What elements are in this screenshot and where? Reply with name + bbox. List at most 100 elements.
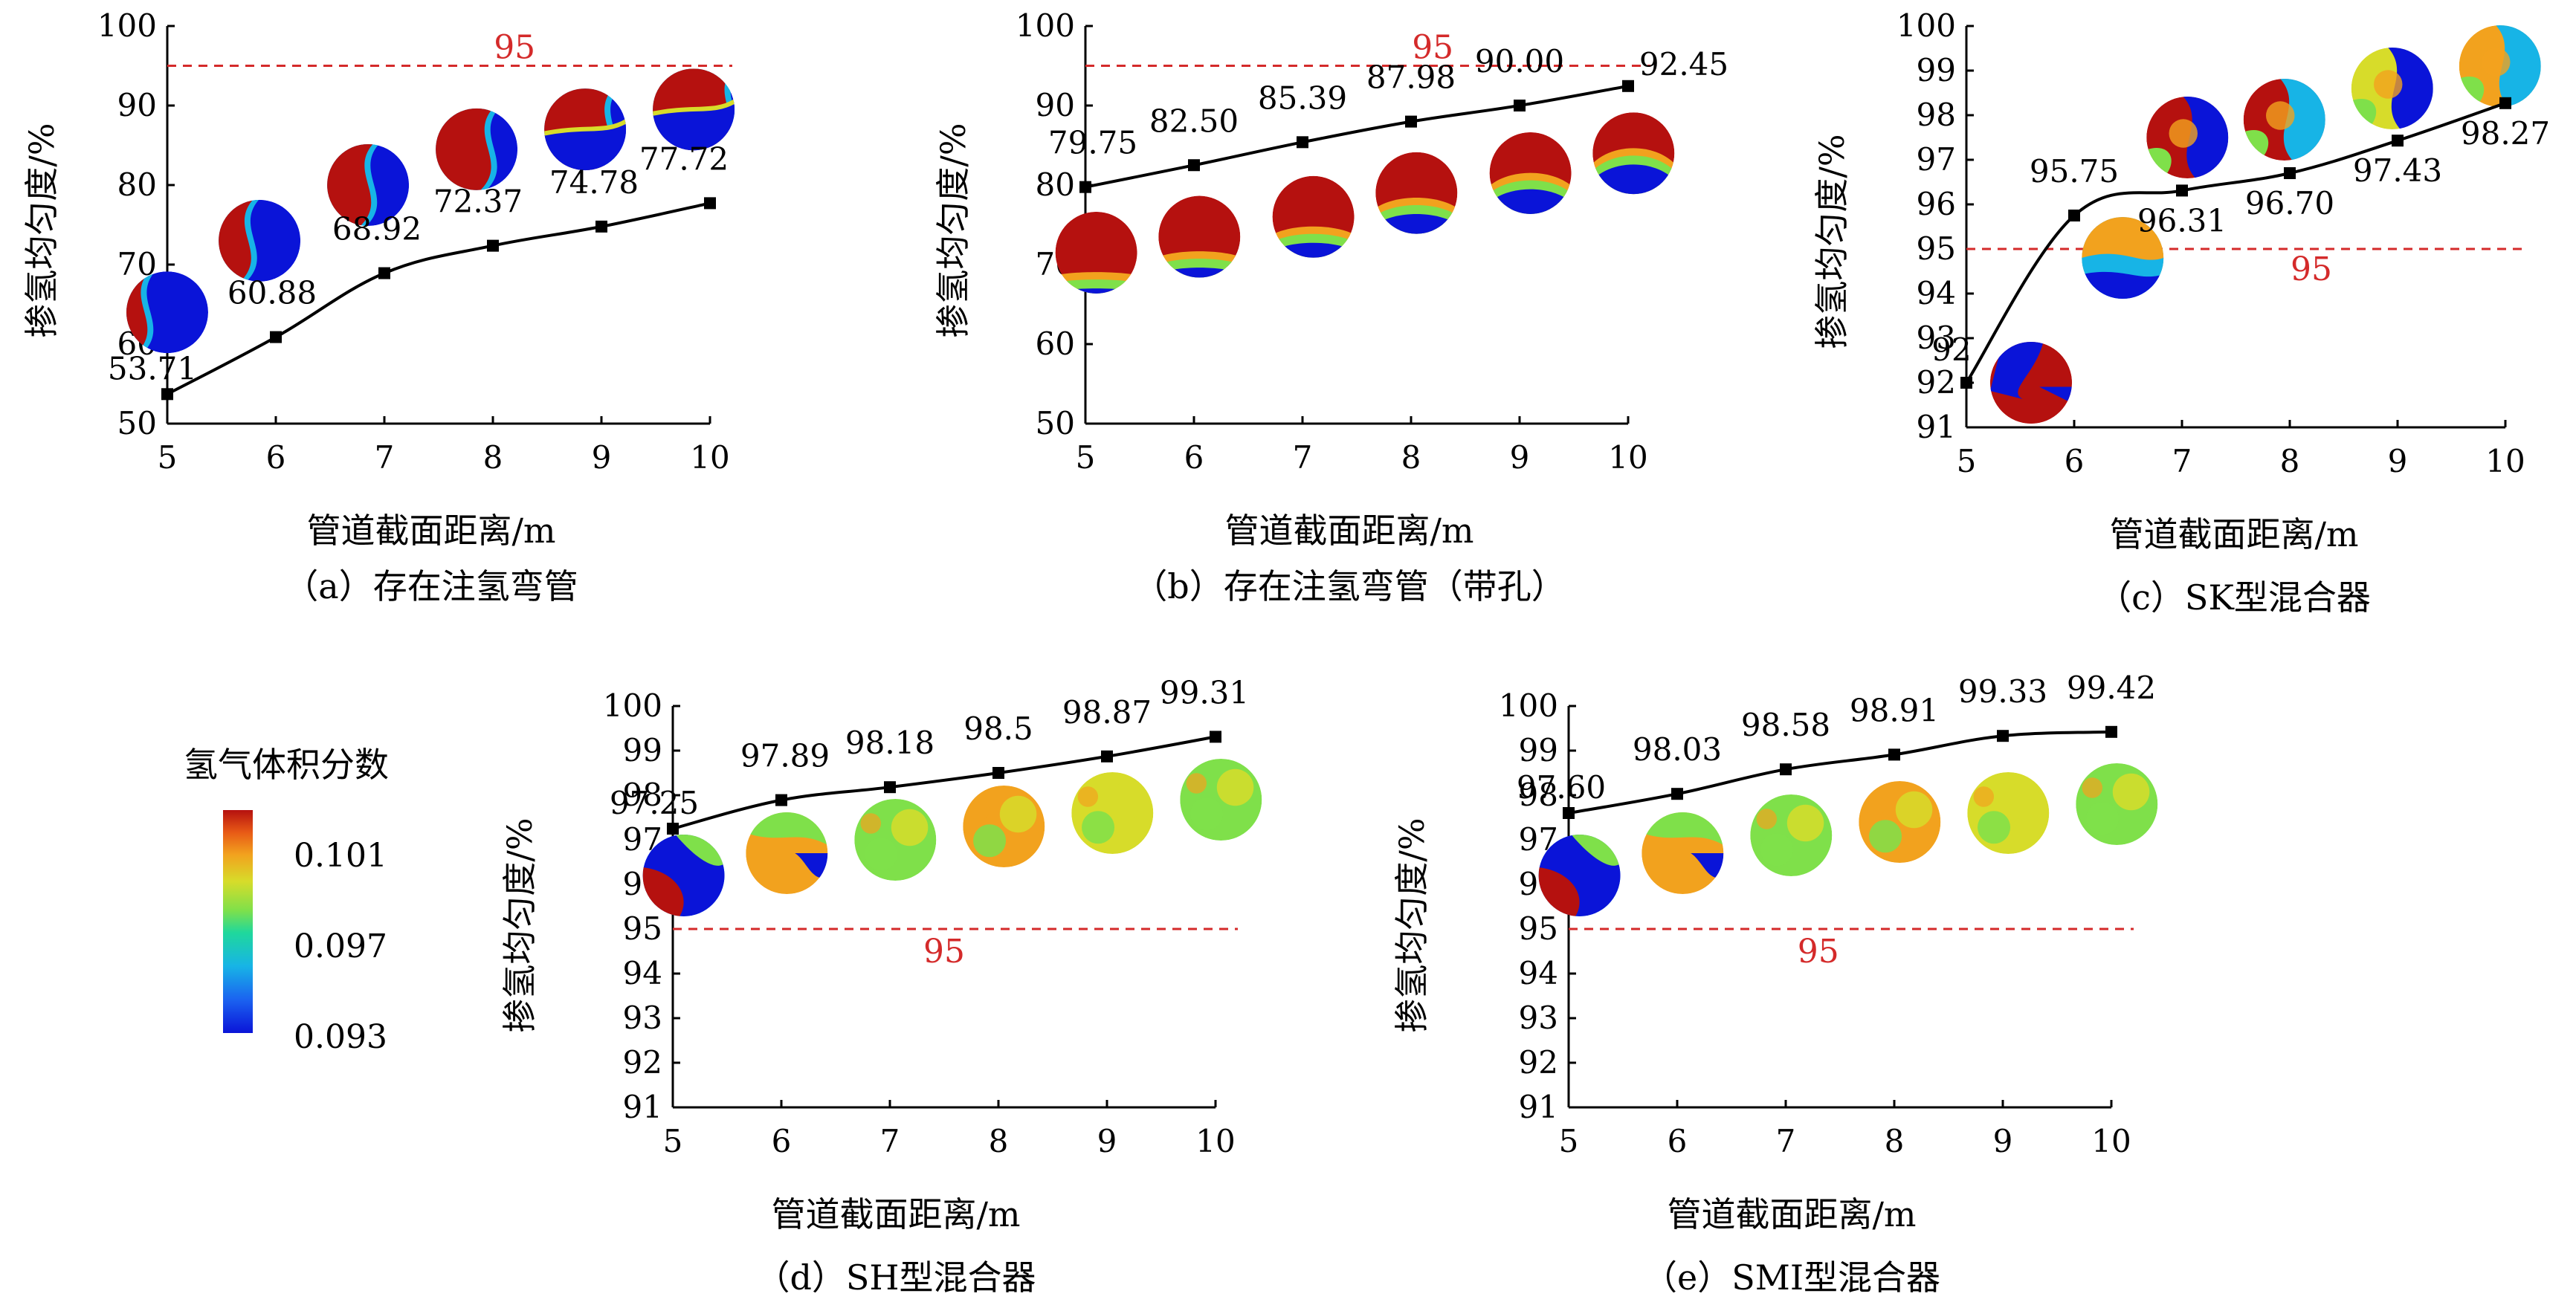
- x-tick-label: 5: [158, 439, 178, 476]
- y-tick-label: 100: [97, 7, 157, 44]
- chart-a-data-label: 77.72: [639, 140, 729, 177]
- chart-a-data-point: [704, 197, 716, 210]
- x-tick-label: 9: [1993, 1123, 2013, 1159]
- chart-c-cross-section-2: [2082, 217, 2164, 299]
- chart-d-data-point: [775, 794, 787, 806]
- chart-a-data-point: [161, 388, 173, 401]
- chart-c-data-point: [2176, 184, 2188, 197]
- chart-d-cross-section-5: [1071, 772, 1154, 854]
- y-tick-label: 90: [117, 87, 157, 123]
- y-tick-label: 93: [623, 1000, 662, 1036]
- chart-c-data-label: 97.43: [2353, 152, 2442, 189]
- chart-a-data-point: [595, 220, 607, 233]
- chart-e-data-label: 98.03: [1633, 731, 1722, 768]
- chart-e-series-line: [1568, 730, 2112, 815]
- x-tick-label: 5: [1559, 1123, 1579, 1159]
- chart-e-xlabel: 管道截面距离/m: [1667, 1194, 1916, 1234]
- chart-c-cross-section-6: [2459, 25, 2541, 107]
- chart-a-cross-section-6: [653, 68, 735, 151]
- chart-e-data-label: 98.58: [1741, 707, 1830, 743]
- chart-b-caption: （b）存在注氢弯管（带孔）: [1133, 566, 1565, 606]
- x-tick-label: 10: [1195, 1123, 1235, 1159]
- chart-d-caption: （d）SH型混合器: [755, 1257, 1036, 1298]
- y-tick-label: 95: [623, 910, 662, 947]
- chart-e-cross-section-6: [2076, 763, 2158, 845]
- x-tick-label: 8: [483, 439, 503, 476]
- chart-b-data-point: [1514, 100, 1526, 111]
- x-tick-label: 6: [1668, 1123, 1688, 1159]
- chart-d-reference-label: 95: [923, 933, 965, 971]
- chart-a-series-line: [167, 201, 711, 396]
- chart-c-data-point: [2392, 135, 2404, 147]
- chart-c-data-label: 95.75: [2030, 153, 2119, 190]
- chart-b-reference-label: 95: [1412, 29, 1453, 67]
- chart-b-data-label: 90.00: [1475, 43, 1564, 80]
- x-tick-label: 6: [2065, 443, 2085, 479]
- chart-e-data-label: 99.33: [1958, 673, 2047, 710]
- x-tick-label: 6: [1184, 439, 1204, 476]
- chart-b-data-label: 85.39: [1258, 80, 1347, 116]
- chart-c-reference-label: 95: [2291, 250, 2332, 288]
- chart-e-data-point: [1888, 748, 1900, 761]
- colorbar-tick-high: 0.101: [294, 837, 387, 875]
- chart-a-cross-section-2: [219, 199, 301, 282]
- chart-c-data-point: [2284, 167, 2296, 179]
- chart-c-data-point: [2499, 97, 2511, 109]
- x-tick-label: 5: [1076, 439, 1096, 476]
- x-tick-label: 9: [592, 439, 612, 476]
- chart-b-data-point: [1405, 115, 1417, 128]
- chart-b-data-point: [1079, 181, 1091, 193]
- chart-b-data-label: 79.75: [1048, 125, 1137, 161]
- chart-a-data-point: [270, 331, 282, 343]
- x-tick-label: 9: [2388, 443, 2408, 479]
- x-tick-label: 10: [2091, 1123, 2131, 1159]
- chart-b-data-point: [1297, 136, 1308, 149]
- chart-a-data-label: 74.78: [549, 164, 639, 201]
- colorbar-tick-mid: 0.097: [294, 927, 387, 965]
- chart-e-data-point: [1997, 730, 2009, 742]
- x-tick-label: 10: [1608, 439, 1647, 476]
- chart-b-cross-section-1: [1055, 211, 1137, 294]
- chart-d-data-label: 99.31: [1160, 674, 1249, 710]
- chart-e-reference-label: 95: [1798, 933, 1839, 971]
- y-tick-label: 99: [1917, 52, 1956, 88]
- chart-e-ylabel: 掺氢均匀度/%: [1392, 818, 1432, 1032]
- x-tick-label: 9: [1510, 439, 1530, 476]
- chart-a-caption: （a）存在注氢弯管: [284, 566, 578, 606]
- x-tick-label: 7: [1293, 439, 1313, 476]
- chart-d-xlabel: 管道截面距离/m: [771, 1194, 1020, 1234]
- colorbar-legend: 氢气体积分数 0.101 0.097 0.093: [184, 745, 389, 1056]
- chart-d-data-label: 98.5: [963, 710, 1033, 747]
- x-tick-label: 8: [1885, 1123, 1905, 1159]
- y-tick-label: 50: [117, 405, 157, 441]
- chart-a-data-label: 53.71: [108, 350, 197, 386]
- chart-e-cross-section-4: [1859, 781, 1941, 863]
- y-tick-label: 93: [1917, 320, 1956, 356]
- y-tick-label: 95: [1917, 230, 1956, 267]
- y-tick-label: 92: [1519, 1044, 1558, 1081]
- chart-c-data-label: 96.31: [2137, 202, 2227, 239]
- y-tick-label: 99: [623, 732, 662, 768]
- chart-a-data-label: 72.37: [433, 184, 523, 220]
- chart-b-data-label: 87.98: [1366, 59, 1456, 96]
- chart-c-data-point: [1960, 377, 1972, 389]
- chart-d-cross-section-2: [746, 812, 828, 894]
- chart-b-cross-section-6: [1592, 112, 1675, 195]
- chart-c-xlabel: 管道截面距离/m: [2109, 514, 2358, 554]
- y-tick-label: 94: [1917, 275, 1956, 311]
- x-tick-label: 7: [1776, 1123, 1796, 1159]
- chart-d-series-line: [672, 735, 1216, 830]
- chart-b-series-line: [1085, 84, 1629, 189]
- x-tick-label: 10: [2485, 443, 2525, 479]
- chart-c-cross-section-1: [1990, 342, 2072, 424]
- chart-d-data-label: 97.25: [610, 785, 699, 821]
- chart-c-cross-section-5: [2351, 48, 2433, 129]
- x-tick-label: 6: [266, 439, 286, 476]
- chart-c-data-label: 96.70: [2245, 185, 2334, 221]
- y-tick-label: 80: [117, 166, 157, 203]
